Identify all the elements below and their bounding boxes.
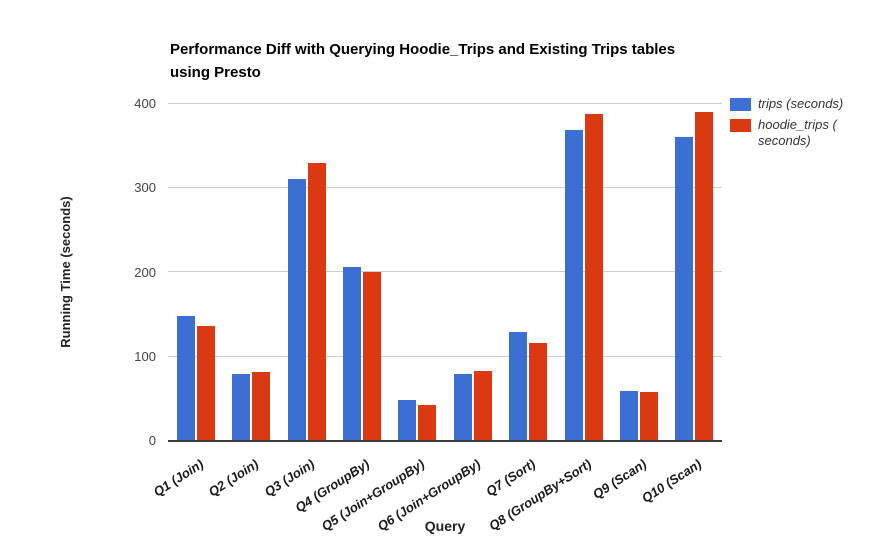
bar-trips-q4: [343, 267, 361, 441]
bar-hoodie_trips-q4: [363, 272, 381, 441]
bar-trips-q5: [398, 400, 416, 441]
chart-title-line-1: Performance Diff with Querying Hoodie_Tr…: [170, 41, 676, 58]
bar-hoodie_trips-q1: [197, 326, 215, 441]
x-tick-label: Q7 (Sort): [483, 456, 539, 500]
x-tick-label: Q10 (Scan): [638, 456, 705, 506]
y-tick-label: 100: [134, 349, 156, 364]
gridline: [168, 103, 722, 104]
y-tick-label: 0: [148, 433, 156, 448]
x-tick-label: Q8 (GroupBy+Sort): [486, 456, 595, 534]
bar-hoodie_trips-q10: [695, 112, 713, 441]
legend-item-hoodie-trips: hoodie_trips (seconds): [730, 117, 843, 149]
bar-hoodie_trips-q9: [640, 392, 658, 441]
bar-hoodie_trips-q3: [308, 163, 326, 441]
gridline: [168, 356, 722, 357]
bar-hoodie_trips-q7: [529, 343, 547, 441]
x-tick-label: Q9 (Scan): [590, 456, 650, 502]
y-tick-label: 400: [134, 96, 156, 111]
bar-hoodie_trips-q2: [252, 372, 270, 441]
y-tick-label: 200: [134, 265, 156, 280]
chart-title-line-2: using Presto: [170, 64, 261, 81]
x-axis-line: [168, 440, 722, 442]
x-tick-label: Q2 (Join): [205, 456, 262, 500]
x-tick-label: Q4 (GroupBy): [292, 456, 373, 516]
legend-label-hoodie-trips-line-1: hoodie_trips (: [758, 117, 837, 132]
gridline: [168, 271, 722, 272]
bar-hoodie_trips-q6: [474, 371, 492, 441]
plot-area: [168, 100, 722, 442]
x-tick-label: Q3 (Join): [261, 456, 318, 500]
x-tick-label: Q1 (Join): [150, 456, 207, 500]
x-tick-label: Q6 (Join+GroupBy): [374, 456, 484, 534]
bar-hoodie_trips-q5: [418, 405, 436, 441]
bar-trips-q7: [509, 332, 527, 441]
legend-label-hoodie-trips: hoodie_trips (seconds): [758, 117, 837, 149]
y-axis-title: Running Time (seconds): [58, 196, 73, 348]
x-axis-title: Query: [424, 518, 466, 534]
bar-trips-q8: [565, 130, 583, 441]
x-tick-label: Q5 (Join+GroupBy): [318, 456, 428, 534]
bar-trips-q2: [232, 374, 250, 441]
gridline: [168, 187, 722, 188]
chart-title: Performance Diff with Querying Hoodie_Tr…: [170, 38, 730, 84]
bar-trips-q1: [177, 316, 195, 441]
legend-item-trips: trips (seconds): [730, 96, 843, 112]
legend-swatch-trips: [730, 98, 751, 111]
bar-hoodie_trips-q8: [585, 114, 603, 441]
bar-trips-q6: [454, 374, 472, 441]
legend-label-trips: trips (seconds): [758, 96, 844, 111]
y-tick-label: 300: [134, 180, 156, 195]
legend-swatch-hoodie-trips: [730, 119, 751, 132]
bar-trips-q9: [620, 391, 638, 441]
bar-trips-q3: [288, 179, 306, 441]
legend-label-hoodie-trips-line-2: seconds): [758, 133, 811, 148]
bar-trips-q10: [675, 137, 693, 441]
legend: trips (seconds) hoodie_trips (seconds): [730, 96, 843, 154]
